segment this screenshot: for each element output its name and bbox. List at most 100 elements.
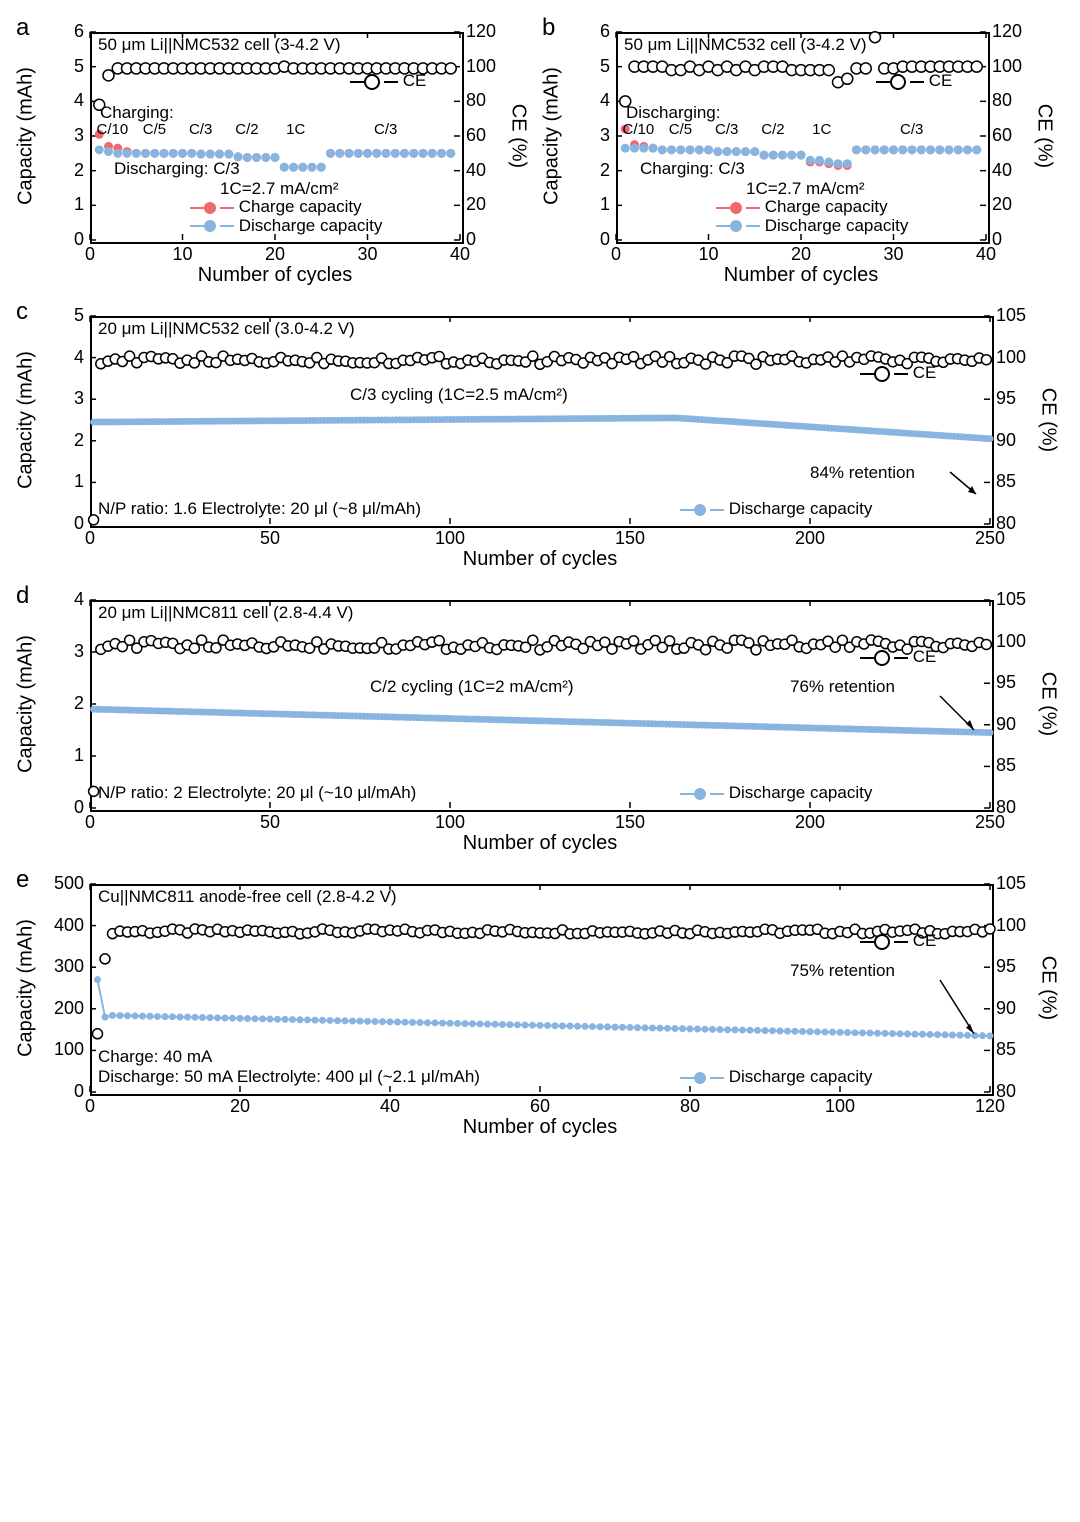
legend-discharge: Discharge capacity [680, 784, 872, 803]
y-right-tick-label: 105 [996, 873, 1026, 894]
legend-capacity: Charge capacity Discharge capacity [190, 198, 382, 235]
y-right-tick-label: 80 [992, 90, 1012, 111]
legend-discharge: Discharge capacity [680, 500, 872, 519]
panel-e: 0204060801001200100200300400500808590951… [20, 872, 1060, 1142]
annotation: C/5 [143, 122, 166, 139]
y-left-tick-label: 5 [74, 305, 84, 326]
y-right-tick-label: 80 [466, 90, 486, 111]
annotation: C/2 [761, 122, 784, 139]
y-left-tick-label: 2 [74, 693, 84, 714]
annotation: Charge: 40 mA [98, 1048, 212, 1067]
legend-ce: CE [350, 72, 426, 91]
x-tick-label: 100 [825, 1096, 855, 1117]
panel-d: 0501001502002500123480859095100105Capaci… [20, 588, 1060, 858]
chart-svg [20, 304, 1060, 574]
y-right-tick-label: 80 [996, 1081, 1016, 1102]
annotation: 75% retention [790, 962, 895, 981]
legend-discharge: Discharge capacity [680, 1068, 872, 1087]
x-axis-label: Number of cycles [724, 264, 879, 287]
y-left-tick-label: 200 [54, 998, 84, 1019]
y-left-tick-label: 5 [74, 56, 84, 77]
y-left-tick-label: 6 [600, 21, 610, 42]
annotation: C/3 [189, 122, 212, 139]
legend-ce: CE [860, 932, 936, 951]
y-left-tick-label: 1 [600, 194, 610, 215]
x-tick-label: 100 [435, 528, 465, 549]
x-tick-label: 200 [795, 812, 825, 833]
panel-letter: a [16, 14, 29, 42]
x-tick-label: 80 [675, 1096, 705, 1117]
x-tick-label: 20 [260, 244, 290, 265]
x-tick-label: 50 [255, 812, 285, 833]
y-right-axis-label: CE (%) [1037, 672, 1060, 736]
x-axis-label: Number of cycles [198, 264, 353, 287]
y-left-tick-label: 4 [74, 90, 84, 111]
annotation: Charging: C/3 [640, 160, 745, 179]
y-right-tick-label: 60 [466, 125, 486, 146]
y-left-tick-label: 3 [74, 125, 84, 146]
y-right-tick-label: 80 [996, 797, 1016, 818]
y-right-tick-label: 95 [996, 956, 1016, 977]
annotation: 1C [286, 122, 305, 139]
x-tick-label: 40 [375, 1096, 405, 1117]
y-right-tick-label: 100 [996, 915, 1026, 936]
y-right-tick-label: 60 [992, 125, 1012, 146]
chart-svg [20, 588, 1060, 858]
y-left-axis-label: Capacity (mAh) [15, 67, 38, 205]
y-right-tick-label: 95 [996, 388, 1016, 409]
x-axis-label: Number of cycles [463, 548, 618, 571]
x-tick-label: 20 [225, 1096, 255, 1117]
y-right-tick-label: 100 [466, 56, 496, 77]
annotation: Discharge: 50 mA Electrolyte: 400 μl (~2… [98, 1068, 480, 1087]
y-left-tick-label: 2 [74, 160, 84, 181]
x-tick-label: 150 [615, 528, 645, 549]
y-right-axis-label: CE (%) [507, 104, 530, 168]
figure: 0102030400123456020406080100120Capacity … [20, 20, 1060, 1142]
y-right-tick-label: 105 [996, 305, 1026, 326]
y-left-tick-label: 1 [74, 471, 84, 492]
annotation: C/2 cycling (1C=2 mA/cm²) [370, 678, 574, 697]
annotation: 84% retention [810, 464, 915, 483]
y-right-tick-label: 100 [996, 631, 1026, 652]
y-right-axis-label: CE (%) [1037, 956, 1060, 1020]
y-left-tick-label: 0 [74, 1081, 84, 1102]
annotation: C/3 [900, 122, 923, 139]
y-left-tick-label: 100 [54, 1039, 84, 1060]
y-right-tick-label: 120 [466, 21, 496, 42]
x-tick-label: 100 [435, 812, 465, 833]
annotation: Discharging: [626, 104, 721, 123]
y-left-tick-label: 4 [600, 90, 610, 111]
y-left-axis-label: Capacity (mAh) [15, 351, 38, 489]
y-right-tick-label: 90 [996, 430, 1016, 451]
panel-letter: e [16, 866, 29, 894]
y-right-tick-label: 0 [466, 229, 476, 250]
x-tick-label: 10 [168, 244, 198, 265]
y-left-axis-label: Capacity (mAh) [15, 919, 38, 1057]
panel-b: 0102030400123456020406080100120Capacity … [546, 20, 1056, 290]
panel-title: 20 μm Li||NMC811 cell (2.8-4.4 V) [98, 604, 353, 623]
legend-ce: CE [860, 364, 936, 383]
y-left-tick-label: 4 [74, 589, 84, 610]
annotation: C/2 [235, 122, 258, 139]
y-left-tick-label: 0 [74, 797, 84, 818]
panel-letter: d [16, 582, 29, 610]
annotation: 1C=2.7 mA/cm² [220, 180, 339, 199]
annotation: N/P ratio: 2 Electrolyte: 20 μl (~10 μl/… [98, 784, 416, 803]
panel-title: 50 μm Li||NMC532 cell (3-4.2 V) [624, 36, 867, 55]
legend-ce: CE [876, 72, 952, 91]
y-right-tick-label: 90 [996, 714, 1016, 735]
annotation: C/3 cycling (1C=2.5 mA/cm²) [350, 386, 568, 405]
y-right-tick-label: 105 [996, 589, 1026, 610]
y-left-tick-label: 2 [74, 430, 84, 451]
y-right-tick-label: 40 [992, 160, 1012, 181]
y-right-tick-label: 100 [996, 347, 1026, 368]
y-left-tick-label: 3 [600, 125, 610, 146]
y-right-tick-label: 85 [996, 755, 1016, 776]
y-left-tick-label: 500 [54, 873, 84, 894]
y-right-axis-label: CE (%) [1033, 104, 1056, 168]
y-left-tick-label: 0 [74, 513, 84, 534]
x-tick-label: 200 [795, 528, 825, 549]
annotation: C/3 [715, 122, 738, 139]
panel-letter: b [542, 14, 555, 42]
y-left-tick-label: 2 [600, 160, 610, 181]
